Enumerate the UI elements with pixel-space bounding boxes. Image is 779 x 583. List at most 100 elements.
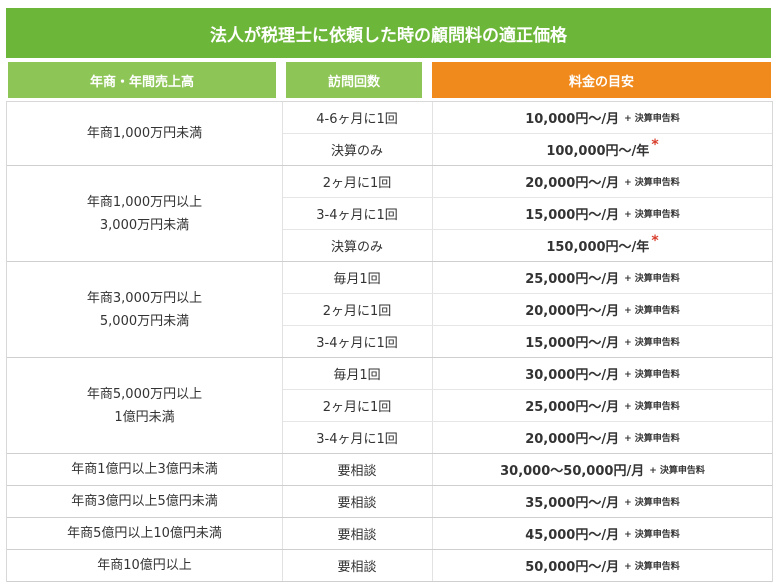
revenue-line: 年商3,000万円以上 [86,290,203,306]
row-group: 年商5億円以上10億円未満 要相談 45,000円～/月 + 決算申告料 [7,518,772,550]
header-cell: 年商・年間売上高 [8,62,276,98]
visits-cell: 3-4ヶ月に1回 [282,326,433,357]
price-note: + 決算申告料 [649,466,705,476]
revenue-cell: 年商10億円以上 [7,550,283,581]
revenue-line: 年商1,000万円未満 [86,126,203,141]
revenue-line: 年商5,000万円以上 [86,386,203,402]
table-row: 3-4ヶ月に1回 15,000円～/月 + 決算申告料 [282,197,772,229]
visits-cell: 毎月1回 [282,358,433,389]
table-row: 2ヶ月に1回 25,000円～/月 + 決算申告料 [282,389,772,421]
price-note: + 決算申告料 [624,370,680,380]
header-cell: 訪問回数 [286,62,422,98]
price-cell: 50,000円～/月 + 決算申告料 [433,550,772,581]
visits-cell: 2ヶ月に1回 [282,166,433,197]
price-note: + 決算申告料 [624,402,680,412]
header-cell: 料金の目安 [432,62,771,98]
revenue-line: 年商1,000万円以上 [86,194,203,210]
price: 20,000円～/月 [525,304,620,319]
revenue-line: 年商1億円以上3億円未満 [71,462,218,477]
revenue-cell: 年商1,000万円未満 [7,102,283,165]
price-cell: 25,000円～/月 + 決算申告料 [433,262,772,293]
table-row: 2ヶ月に1回 20,000円～/月 + 決算申告料 [282,293,772,325]
revenue-cell: 年商1億円以上3億円未満 [7,454,283,485]
table-row: 要相談 35,000円～/月 + 決算申告料 [282,486,772,517]
row-group: 年商3,000万円以上 5,000万円未満 毎月1回 25,000円～/月 + 決算申告… [7,262,772,358]
table-row: 毎月1回 25,000円～/月 + 決算申告料 [282,262,772,293]
price-cell: 15,000円～/月 + 決算申告料 [433,326,772,357]
visits-cell: 決算のみ [282,134,433,165]
price-note: + 決算申告料 [624,178,680,188]
price-note: + 決算申告料 [624,114,680,124]
price-cell: 35,000円～/月 + 決算申告料 [433,486,772,517]
revenue-line: 年商3億円以上5億円未満 [71,494,218,509]
price-cell: 20,000円～/月 + 決算申告料 [433,166,772,197]
visits-cell: 要相談 [282,550,433,581]
revenue-line: 年商5億円以上10億円未満 [67,526,222,541]
price: 30,000円～/月 [525,368,620,383]
price-note: + 決算申告料 [624,338,680,348]
asterisk: * [651,232,659,249]
visits-cell: 2ヶ月に1回 [282,294,433,325]
price-cell: 30,000～50,000円/月 + 決算申告料 [433,454,772,485]
row-group: 年商10億円以上 要相談 50,000円～/月 + 決算申告料 [7,550,772,582]
price-cell: 30,000円～/月 + 決算申告料 [433,358,772,389]
price: 25,000円～/月 [525,272,620,287]
table-row: 3-4ヶ月に1回 20,000円～/月 + 決算申告料 [282,421,772,453]
row-group: 年商1,000万円未満 4-6ヶ月に1回 10,000円～/月 + 決算申告料 決算のみ… [7,102,772,166]
visits-cell: 決算のみ [282,230,433,261]
table-row: 2ヶ月に1回 20,000円～/月 + 決算申告料 [282,166,772,197]
revenue-cell: 年商5,000万円以上 1億円未満 [7,358,283,453]
table-row: 要相談 30,000～50,000円/月 + 決算申告料 [282,454,772,485]
price-cell: 100,000円～/年 * [433,134,772,165]
row-group: 年商1億円以上3億円未満 要相談 30,000～50,000円/月 + 決算申告料 [7,454,772,486]
visits-cell: 毎月1回 [282,262,433,293]
price-note: + 決算申告料 [624,306,680,316]
table-row: 3-4ヶ月に1回 15,000円～/月 + 決算申告料 [282,325,772,357]
price: 45,000円～/月 [525,528,620,543]
price-cell: 20,000円～/月 + 決算申告料 [433,422,772,453]
table-row: 毎月1回 30,000円～/月 + 決算申告料 [282,358,772,389]
visits-cell: 3-4ヶ月に1回 [282,422,433,453]
price-note: + 決算申告料 [624,274,680,284]
price-cell: 15,000円～/月 + 決算申告料 [433,198,772,229]
visits-cell: 要相談 [282,486,433,517]
revenue-line: 5,000万円未満 [99,313,190,329]
price-cell: 10,000円～/月 + 決算申告料 [433,102,772,133]
visits-cell: 4-6ヶ月に1回 [282,102,433,133]
row-group: 年商1,000万円以上 3,000万円未満 2ヶ月に1回 20,000円～/月 + 決算… [7,166,772,262]
visits-cell: 3-4ヶ月に1回 [282,198,433,229]
price-note: + 決算申告料 [624,530,680,540]
row-group: 年商3億円以上5億円未満 要相談 35,000円～/月 + 決算申告料 [7,486,772,518]
price: 20,000円～/月 [525,176,620,191]
price-cell: 25,000円～/月 + 決算申告料 [433,390,772,421]
table-row: 4-6ヶ月に1回 10,000円～/月 + 決算申告料 [282,102,772,133]
price-note: + 決算申告料 [624,562,680,572]
price-note: + 決算申告料 [624,434,680,444]
table-row: 決算のみ 150,000円～/年 * [282,229,772,261]
asterisk: * [651,136,659,153]
table-row: 決算のみ 100,000円～/年 * [282,133,772,165]
row-group: 年商5,000万円以上 1億円未満 毎月1回 30,000円～/月 + 決算申告料 2ヶ月… [7,358,772,454]
visits-cell: 要相談 [282,518,433,549]
price: 150,000円～/年 [546,240,650,255]
table-row: 要相談 45,000円～/月 + 決算申告料 [282,518,772,549]
price-note: + 決算申告料 [624,498,680,508]
price-cell: 20,000円～/月 + 決算申告料 [433,294,772,325]
revenue-cell: 年商3億円以上5億円未満 [7,486,283,517]
price: 15,000円～/月 [525,208,620,223]
revenue-cell: 年商5億円以上10億円未満 [7,518,283,549]
table-header: 年商・年間売上高 訪問回数 料金の目安 [6,62,771,100]
revenue-line: 年商10億円以上 [97,558,192,573]
table-row: 要相談 50,000円～/月 + 決算申告料 [282,550,772,581]
visits-cell: 2ヶ月に1回 [282,390,433,421]
revenue-cell: 年商1,000万円以上 3,000万円未満 [7,166,283,261]
price: 35,000円～/月 [525,496,620,511]
price: 30,000～50,000円/月 [500,464,645,479]
price-cell: 150,000円～/年 * [433,230,772,261]
price: 50,000円～/月 [525,560,620,575]
revenue-line: 3,000万円未満 [99,217,190,233]
price: 25,000円～/月 [525,400,620,415]
visits-cell: 要相談 [282,454,433,485]
revenue-line: 1億円未満 [114,409,175,425]
